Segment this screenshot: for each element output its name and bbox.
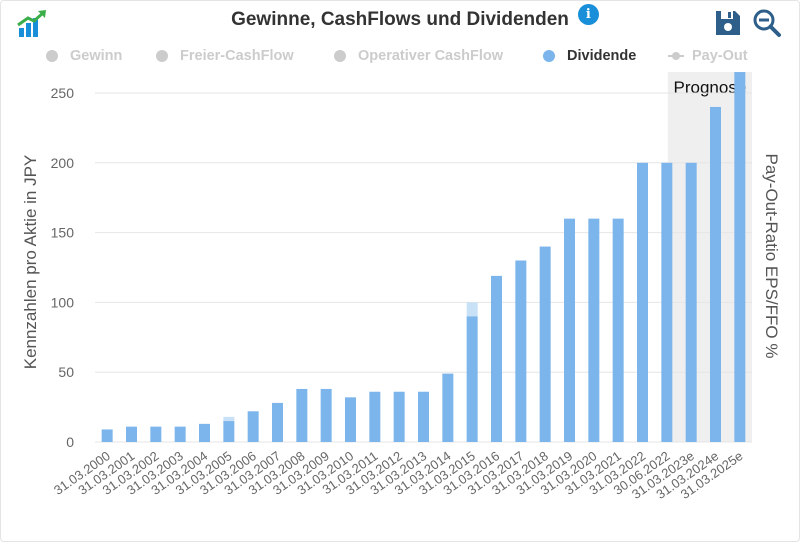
bar (393, 391, 405, 442)
bar (223, 421, 235, 442)
chart-legend: Gewinn Freier-CashFlow Operativer CashFl… (0, 48, 800, 70)
bar (491, 275, 502, 442)
legend-item-operativer-cashflow[interactable]: Operativer CashFlow (334, 48, 503, 64)
bar (296, 388, 308, 442)
y-tick-label: 200 (51, 155, 75, 171)
bar (466, 316, 478, 442)
legend-item-pay-out[interactable]: Pay-Out (668, 48, 748, 64)
bar (174, 426, 186, 442)
y2-axis-title: Pay-Out-Ratio EPS/FFO % (762, 154, 781, 359)
legend-label: Gewinn (70, 48, 123, 64)
save-icon[interactable] (713, 8, 743, 38)
bar (247, 411, 259, 442)
bar (345, 397, 356, 442)
bar (418, 391, 429, 442)
bar-extra (466, 302, 478, 317)
legend-item-freier-cashflow[interactable]: Freier-CashFlow (156, 48, 294, 64)
y-axis-title: Kennzahlen pro Aktie in JPY (21, 155, 40, 370)
bar (442, 373, 454, 442)
chart-title-text: Gewinne, CashFlows und Dividenden (231, 9, 569, 30)
legend-label: Dividende (567, 48, 637, 64)
y-tick-label: 250 (51, 85, 75, 101)
bar (515, 260, 527, 442)
legend-marker (156, 50, 168, 62)
bar (369, 391, 381, 442)
bar (734, 72, 746, 442)
bar (661, 162, 673, 443)
bar (564, 218, 575, 442)
y-tick-label: 50 (58, 364, 74, 380)
bar (637, 162, 648, 443)
legend-marker (668, 52, 684, 60)
bar (272, 402, 283, 442)
bar (199, 423, 210, 442)
y-tick-label: 100 (51, 294, 75, 310)
y-tick-label: 150 (51, 225, 75, 241)
info-icon[interactable]: i (577, 4, 599, 25)
bar (588, 218, 600, 442)
legend-marker (46, 50, 58, 62)
bar (612, 218, 624, 442)
bar (539, 246, 551, 442)
bar-extra (223, 416, 235, 422)
legend-marker (334, 50, 346, 62)
bar (150, 426, 162, 442)
chart-growth-icon (17, 10, 46, 37)
bar (710, 106, 721, 443)
legend-label: Freier-CashFlow (180, 48, 294, 64)
chart-title: Gewinne, CashFlows und Dividenden i (0, 4, 800, 31)
bar (126, 426, 137, 442)
legend-label: Pay-Out (692, 48, 748, 64)
legend-marker (543, 50, 555, 62)
y-tick-label: 0 (66, 434, 74, 450)
bar (685, 162, 697, 443)
bar (320, 388, 332, 442)
forecast-label: Prognose (674, 78, 747, 97)
bar (101, 429, 113, 442)
zoom-out-icon[interactable] (752, 8, 782, 38)
legend-item-gewinn[interactable]: Gewinn (46, 48, 122, 64)
legend-label: Operativer CashFlow (358, 48, 504, 64)
legend-item-dividende[interactable]: Dividende (543, 48, 636, 64)
